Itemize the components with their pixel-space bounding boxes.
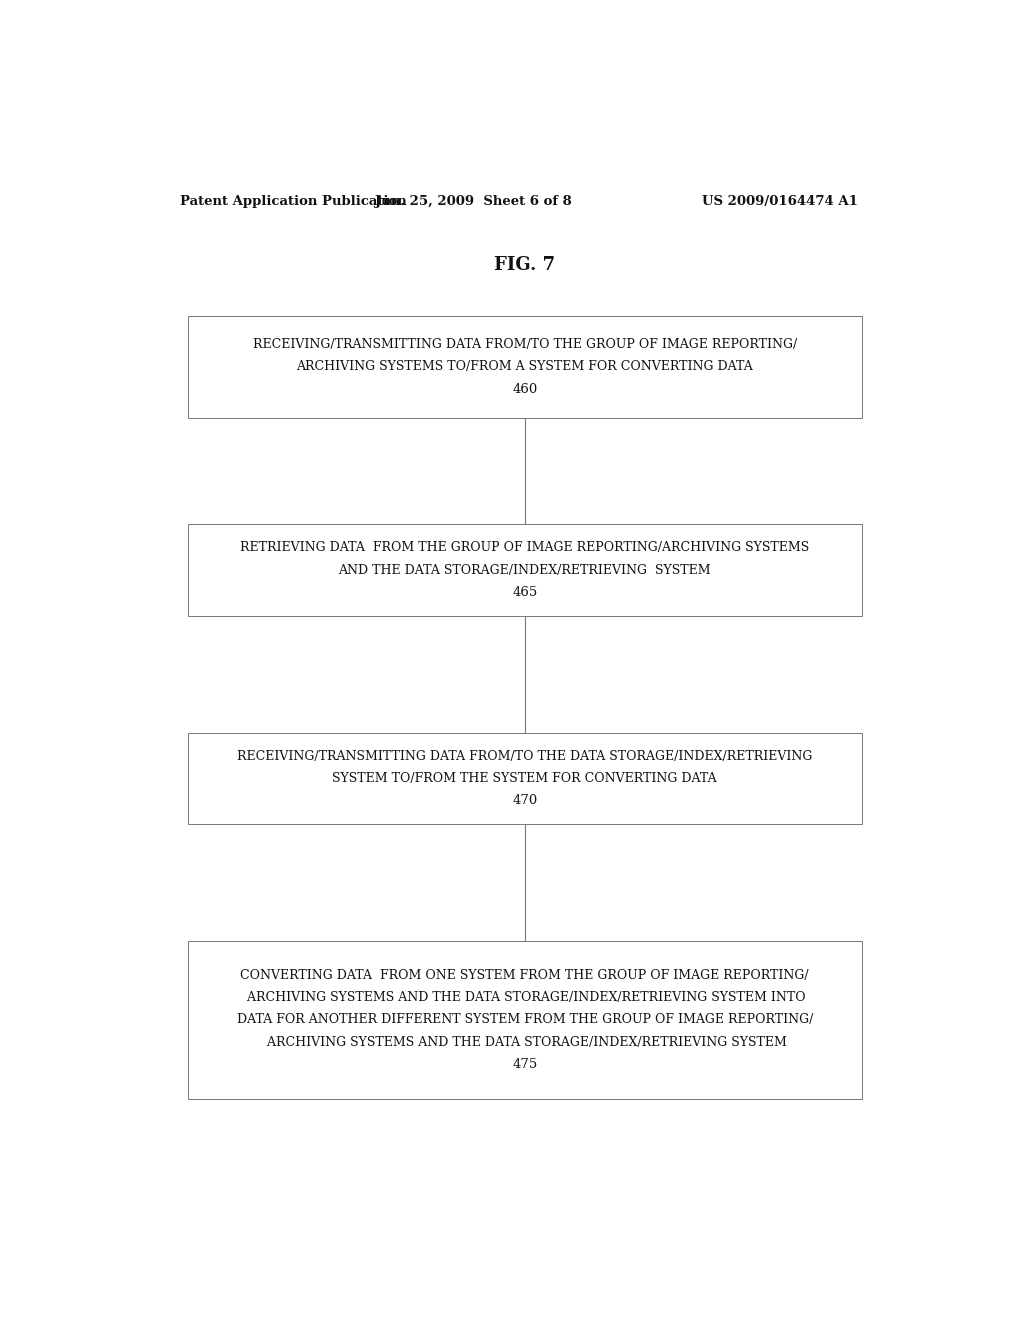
Text: ARCHIVING SYSTEMS AND THE DATA STORAGE/INDEX/RETRIEVING SYSTEM: ARCHIVING SYSTEMS AND THE DATA STORAGE/I… <box>263 1036 786 1048</box>
Text: AND THE DATA STORAGE/INDEX/RETRIEVING  SYSTEM: AND THE DATA STORAGE/INDEX/RETRIEVING SY… <box>339 564 711 577</box>
Bar <box>187 733 862 824</box>
Text: Jun. 25, 2009  Sheet 6 of 8: Jun. 25, 2009 Sheet 6 of 8 <box>375 194 571 207</box>
Text: ARCHIVING SYSTEMS TO/FROM A SYSTEM FOR CONVERTING DATA: ARCHIVING SYSTEMS TO/FROM A SYSTEM FOR C… <box>296 360 754 374</box>
Text: US 2009/0164474 A1: US 2009/0164474 A1 <box>702 194 858 207</box>
Text: 460: 460 <box>512 383 538 396</box>
Bar <box>187 315 862 417</box>
Text: RECEIVING/TRANSMITTING DATA FROM/TO THE DATA STORAGE/INDEX/RETRIEVING: RECEIVING/TRANSMITTING DATA FROM/TO THE … <box>238 750 812 763</box>
Text: 470: 470 <box>512 795 538 808</box>
Text: 475: 475 <box>512 1059 538 1071</box>
Text: SYSTEM TO/FROM THE SYSTEM FOR CONVERTING DATA: SYSTEM TO/FROM THE SYSTEM FOR CONVERTING… <box>333 772 717 785</box>
Bar <box>187 524 862 615</box>
Text: Patent Application Publication: Patent Application Publication <box>179 194 407 207</box>
Text: ARCHIVING SYSTEMS AND THE DATA STORAGE/INDEX/RETRIEVING SYSTEM INTO: ARCHIVING SYSTEMS AND THE DATA STORAGE/I… <box>244 991 806 1005</box>
Text: FIG. 7: FIG. 7 <box>495 256 555 275</box>
Text: CONVERTING DATA  FROM ONE SYSTEM FROM THE GROUP OF IMAGE REPORTING/: CONVERTING DATA FROM ONE SYSTEM FROM THE… <box>241 969 809 982</box>
Text: RECEIVING/TRANSMITTING DATA FROM/TO THE GROUP OF IMAGE REPORTING/: RECEIVING/TRANSMITTING DATA FROM/TO THE … <box>253 338 797 351</box>
Text: DATA FOR ANOTHER DIFFERENT SYSTEM FROM THE GROUP OF IMAGE REPORTING/: DATA FOR ANOTHER DIFFERENT SYSTEM FROM T… <box>237 1014 813 1026</box>
Text: 465: 465 <box>512 586 538 599</box>
Text: RETRIEVING DATA  FROM THE GROUP OF IMAGE REPORTING/ARCHIVING SYSTEMS: RETRIEVING DATA FROM THE GROUP OF IMAGE … <box>241 541 809 554</box>
Bar <box>187 941 862 1098</box>
